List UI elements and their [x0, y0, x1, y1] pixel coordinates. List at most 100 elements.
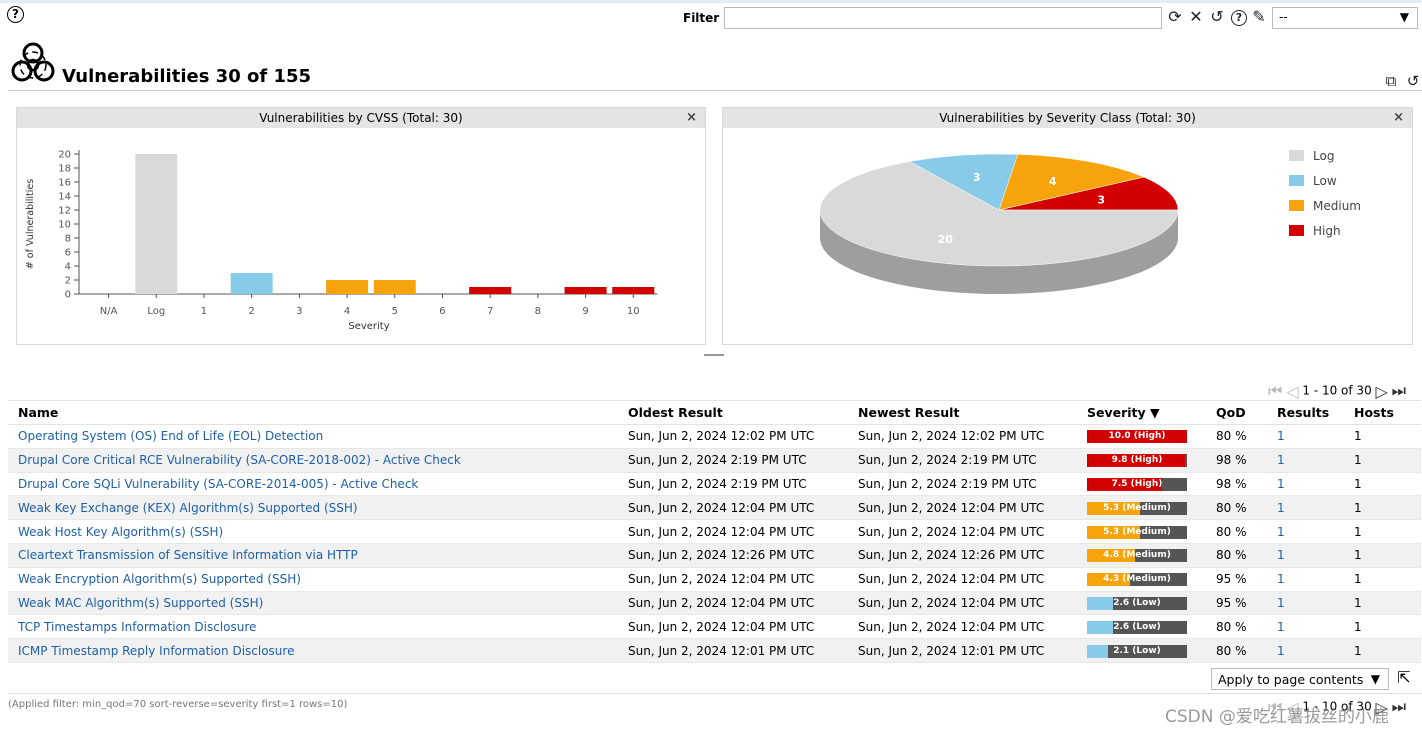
severity-bar: 5.3 (Medium): [1087, 525, 1187, 539]
x-tick-label: 3: [296, 306, 302, 317]
results-cell: 1: [1267, 567, 1344, 592]
name-cell: Weak Key Exchange (KEX) Algorithm(s) Sup…: [8, 495, 618, 521]
y-tick-label: 2: [65, 276, 71, 287]
results-link[interactable]: 1: [1277, 595, 1285, 610]
pie-slice-low: [908, 153, 1019, 211]
results-link[interactable]: 1: [1277, 572, 1285, 587]
severity-text: 4.3 (Medium): [1103, 574, 1171, 585]
oldest-result-cell: Sun, Jun 2, 2024 12:04 PM UTC: [618, 614, 848, 640]
severity-cell: 2.1 (Low): [1077, 638, 1206, 663]
vulnerability-link[interactable]: Weak MAC Algorithm(s) Supported (SSH): [18, 595, 264, 610]
table-row[interactable]: ICMP Timestamp Reply Information Disclos…: [8, 638, 1421, 663]
results-link[interactable]: 1: [1277, 524, 1285, 539]
panel-resize-handle[interactable]: [704, 354, 724, 356]
column-severity[interactable]: Severity ▼: [1077, 400, 1206, 425]
x-axis-label: Severity: [348, 321, 389, 332]
qod-cell: 80 %: [1206, 638, 1267, 663]
saved-filter-select[interactable]: -- ▼: [1272, 7, 1418, 29]
filter-help-icon[interactable]: ?: [1231, 10, 1247, 26]
clear-filter-icon[interactable]: ✕: [1189, 7, 1203, 26]
table-row[interactable]: Weak Host Key Algorithm(s) (SSH) Sun, Jun…: [8, 519, 1421, 544]
next-page-icon[interactable]: ▷: [1375, 381, 1388, 401]
legend-label-high: High: [1313, 224, 1341, 238]
column-name[interactable]: Name: [8, 400, 618, 425]
severity-bar: 2.1 (Low): [1087, 644, 1187, 658]
export-icon[interactable]: ⇱: [1397, 668, 1411, 687]
newest-result-cell: Sun, Jun 2, 2024 2:19 PM UTC: [848, 448, 1077, 473]
results-link[interactable]: 1: [1277, 476, 1285, 491]
close-icon[interactable]: ×: [686, 110, 697, 125]
legend-swatch-high: [1289, 225, 1304, 236]
next-page-icon[interactable]: ▷: [1375, 697, 1388, 717]
results-cell: 1: [1267, 448, 1344, 473]
results-link[interactable]: 1: [1277, 500, 1285, 515]
help-icon[interactable]: ?: [7, 6, 24, 23]
results-link[interactable]: 1: [1277, 643, 1285, 658]
vulnerability-link[interactable]: Operating System (OS) End of Life (EOL) …: [18, 429, 324, 444]
vulnerabilities-table: Name Oldest Result Newest Result Severit…: [8, 400, 1421, 663]
severity-text: 2.6 (Low): [1113, 597, 1161, 608]
bar-10: [612, 287, 655, 294]
results-link[interactable]: 1: [1277, 548, 1285, 563]
edit-filter-icon[interactable]: ✎: [1252, 7, 1266, 26]
last-page-icon[interactable]: ⏭: [1391, 697, 1407, 716]
vulnerability-link[interactable]: ICMP Timestamp Reply Information Disclos…: [18, 643, 295, 658]
first-page-icon[interactable]: ⏮: [1268, 381, 1283, 400]
legend-swatch-low: [1289, 175, 1304, 186]
column-qod[interactable]: QoD: [1206, 400, 1267, 425]
severity-cell: 5.3 (Medium): [1077, 495, 1206, 521]
last-page-icon[interactable]: ⏭: [1391, 381, 1407, 400]
vulnerability-link[interactable]: Weak Host Key Algorithm(s) (SSH): [18, 524, 224, 539]
hosts-cell: 1: [1344, 638, 1421, 663]
column-hosts[interactable]: Hosts: [1344, 400, 1421, 425]
refresh-filter-icon[interactable]: ⟳: [1168, 7, 1182, 26]
qod-cell: 80 %: [1206, 519, 1267, 544]
severity-cell: 5.3 (Medium): [1077, 519, 1206, 544]
vulnerability-link[interactable]: Drupal Core Critical RCE Vulnerability (…: [18, 453, 461, 468]
name-cell: Weak Host Key Algorithm(s) (SSH): [8, 519, 618, 544]
filter-input[interactable]: [724, 7, 1162, 29]
oldest-result-cell: Sun, Jun 2, 2024 12:04 PM UTC: [618, 567, 848, 592]
vulnerability-link[interactable]: Weak Key Exchange (KEX) Algorithm(s) Sup…: [18, 500, 358, 515]
previous-page-icon[interactable]: ◁: [1286, 697, 1299, 717]
oldest-result-cell: Sun, Jun 2, 2024 2:19 PM UTC: [618, 448, 848, 473]
severity-text: 2.6 (Low): [1113, 621, 1161, 632]
reset-dashboard-icon[interactable]: ↺: [1406, 72, 1420, 90]
pie-slice-label: 3: [973, 171, 981, 184]
new-dashboard-display-icon[interactable]: ⧉: [1385, 72, 1397, 90]
results-cell: 1: [1267, 591, 1344, 616]
results-link[interactable]: 1: [1277, 619, 1285, 634]
severity-bar-fill: [1087, 549, 1135, 563]
applied-filter-text: (Applied filter: min_qod=70 sort-reverse…: [8, 699, 348, 710]
vulnerability-link[interactable]: Cleartext Transmission of Sensitive Info…: [18, 548, 358, 563]
vulnerability-link[interactable]: Weak Encryption Algorithm(s) Supported (…: [18, 572, 301, 587]
y-tick-label: 16: [58, 178, 71, 189]
reset-filter-icon[interactable]: ↺: [1210, 7, 1224, 26]
severity-bar-fill: [1087, 596, 1113, 610]
newest-result-cell: Sun, Jun 2, 2024 12:01 PM UTC: [848, 638, 1077, 663]
table-row[interactable]: TCP Timestamps Information Disclosure Sun…: [8, 614, 1421, 640]
table-row[interactable]: Cleartext Transmission of Sensitive Info…: [8, 543, 1421, 568]
column-newest-result[interactable]: Newest Result: [848, 400, 1077, 425]
first-page-icon[interactable]: ⏮: [1268, 697, 1283, 716]
x-tick-label: 6: [439, 306, 445, 317]
table-row[interactable]: Weak MAC Algorithm(s) Supported (SSH) Sun…: [8, 591, 1421, 616]
results-link[interactable]: 1: [1277, 453, 1285, 468]
table-row[interactable]: Operating System (OS) End of Life (EOL) …: [8, 424, 1421, 449]
vulnerability-link[interactable]: TCP Timestamps Information Disclosure: [18, 619, 257, 634]
bulk-action-select[interactable]: Apply to page contents ▼: [1211, 668, 1389, 690]
bar-2: [230, 273, 273, 294]
column-results[interactable]: Results: [1267, 400, 1344, 425]
results-link[interactable]: 1: [1277, 429, 1285, 444]
table-row[interactable]: Weak Encryption Algorithm(s) Supported (…: [8, 567, 1421, 592]
vulnerability-link[interactable]: Drupal Core SQLi Vulnerability (SA-CORE-…: [18, 476, 419, 491]
previous-page-icon[interactable]: ◁: [1286, 381, 1299, 401]
table-row[interactable]: Drupal Core Critical RCE Vulnerability (…: [8, 448, 1421, 473]
column-oldest-result[interactable]: Oldest Result: [618, 400, 848, 425]
results-cell: 1: [1267, 424, 1344, 449]
table-row[interactable]: Weak Key Exchange (KEX) Algorithm(s) Sup…: [8, 495, 1421, 521]
close-icon[interactable]: ×: [1393, 110, 1404, 125]
table-row[interactable]: Drupal Core SQLi Vulnerability (SA-CORE-…: [8, 472, 1421, 497]
newest-result-cell: Sun, Jun 2, 2024 2:19 PM UTC: [848, 472, 1077, 497]
qod-cell: 80 %: [1206, 495, 1267, 521]
